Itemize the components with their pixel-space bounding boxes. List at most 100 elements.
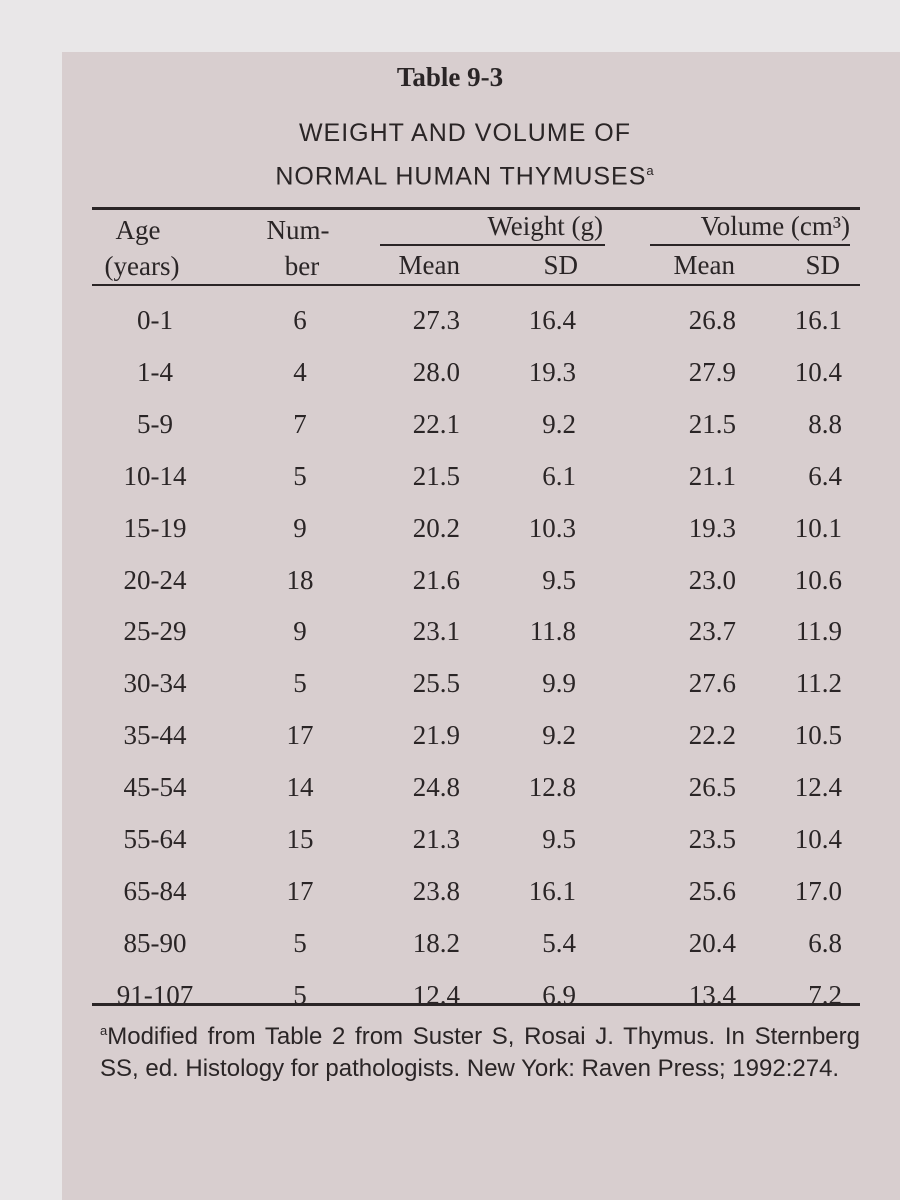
table-cell: 10.4	[794, 824, 842, 854]
volume-rule	[650, 244, 850, 246]
table-cell: 22.2	[688, 720, 736, 751]
table-title: WEIGHT AND VOLUME OF	[0, 118, 900, 148]
table-cell: 4	[293, 356, 307, 387]
top-rule	[92, 207, 860, 210]
header-sub: SD	[543, 250, 578, 280]
table-cell: 6.9	[542, 979, 576, 1010]
table-cell: 21.1	[688, 460, 736, 491]
table-cell: 10.1	[794, 512, 842, 543]
table-cell: 16.1	[528, 875, 576, 906]
table-cell: 15-19	[123, 512, 187, 543]
table-cell: 22.1	[412, 408, 460, 439]
table-cell: 16.1	[794, 305, 842, 335]
table-cell: 20.2	[412, 512, 460, 543]
table-cell: 23.1	[412, 616, 460, 647]
header-age: (years)	[104, 251, 180, 281]
header-sub: Mean	[398, 250, 460, 280]
footnote-text: Modified from Table 2 from Suster S, Ros…	[100, 1023, 860, 1082]
table-cell: 10-14	[123, 460, 187, 491]
table-cell: 11.9	[795, 616, 842, 647]
table-cell: 27.6	[688, 668, 736, 699]
table-cell: 17.0	[794, 875, 842, 906]
table-cell: 12.8	[528, 772, 576, 803]
table-cell: 23.0	[688, 564, 736, 595]
table-cell: 24.8	[412, 772, 460, 803]
table-cell: 26.8	[688, 305, 736, 335]
table-cell: 18.2	[412, 927, 460, 958]
table-cell: 0-1	[137, 305, 173, 335]
table-cell: 6.8	[808, 927, 842, 958]
table-cell: 10.5	[794, 720, 842, 751]
table-cell: 5	[293, 460, 307, 491]
title-line: WEIGHT AND VOLUME OF	[298, 119, 632, 147]
title-note: a	[646, 163, 655, 178]
table-cell: 12.4	[794, 772, 842, 803]
footnote-mark: a	[100, 1023, 108, 1038]
table-cell: 9.2	[542, 408, 576, 439]
table-cell: 5	[293, 927, 307, 958]
table-title: NORMAL HUMAN THYMUSESa	[0, 156, 900, 191]
table-cell: 91-107	[116, 979, 194, 1010]
table-cell: 5	[293, 668, 307, 699]
table-cell: 21.5	[412, 460, 460, 491]
table-cell: 10.6	[794, 564, 842, 595]
table-cell: 9	[293, 512, 307, 543]
header-weight: Weight (g)	[487, 211, 603, 241]
table-cell: 12.4	[412, 979, 460, 1010]
header-sub: Mean	[673, 250, 735, 280]
table-cell: 21.5	[688, 408, 736, 439]
table-cell: 9.2	[542, 720, 576, 751]
header-volume: Volume (cm³)	[700, 211, 850, 241]
table-cell: 17	[286, 720, 314, 751]
table-cell: 6.1	[542, 460, 576, 491]
table-cell: 55-64	[123, 824, 187, 854]
table-cell: 25.6	[688, 875, 736, 906]
header-sub: SD	[805, 250, 840, 280]
table-cell: 65-84	[123, 875, 187, 906]
table-label: Table 9-3	[396, 62, 504, 92]
header-rule	[92, 284, 860, 286]
page-paper	[62, 52, 900, 1200]
table-cell: 19.3	[688, 512, 736, 543]
table-cell: 20-24	[123, 564, 187, 595]
weight-rule	[380, 244, 605, 246]
table-cell: 9.5	[542, 564, 576, 595]
table-cell: 17	[286, 875, 314, 906]
table-cell: 1-4	[137, 356, 173, 387]
table-cell: 25-29	[123, 616, 187, 647]
table-cell: 10.3	[528, 512, 576, 543]
table-cell: 15	[286, 824, 314, 854]
table-cell: 35-44	[123, 720, 187, 751]
table-cell: 10.4	[794, 356, 842, 387]
table-cell: 20.4	[688, 927, 736, 958]
table-cell: 21.3	[412, 824, 460, 854]
title-line: NORMAL HUMAN THYMUSES	[275, 162, 647, 191]
table-cell: 7	[293, 408, 307, 439]
table-cell: 9.9	[542, 668, 576, 699]
footnote: aModified from Table 2 from Suster S, Ro…	[100, 1015, 860, 1085]
table-cell: 45-54	[123, 772, 187, 803]
table-cell: 28.0	[412, 356, 460, 387]
table-cell: 5	[293, 979, 307, 1010]
table-cell: 25.5	[412, 668, 460, 699]
table-cell: 8.8	[808, 408, 842, 439]
table-cell: 23.5	[688, 824, 736, 854]
table-cell: 26.5	[688, 772, 736, 803]
table-cell: 9.5	[542, 824, 576, 854]
table-cell: 14	[286, 772, 314, 803]
table-cell: 19.3	[528, 356, 576, 387]
table-cell: 6	[293, 305, 307, 335]
table-cell: 27.3	[412, 305, 460, 335]
table-cell: 5-9	[137, 408, 173, 439]
table-cell: 85-90	[123, 927, 187, 958]
table-cell: 21.9	[412, 720, 460, 751]
table-cell: 9	[293, 616, 307, 647]
table-cell: 23.8	[412, 875, 460, 906]
table-cell: 18	[286, 564, 314, 595]
table-cell: 13.4	[688, 979, 736, 1010]
table-cell: 30-34	[123, 668, 187, 699]
header-number: ber	[284, 251, 320, 281]
bottom-rule	[92, 1003, 860, 1006]
table-cell: 5.4	[542, 927, 576, 958]
